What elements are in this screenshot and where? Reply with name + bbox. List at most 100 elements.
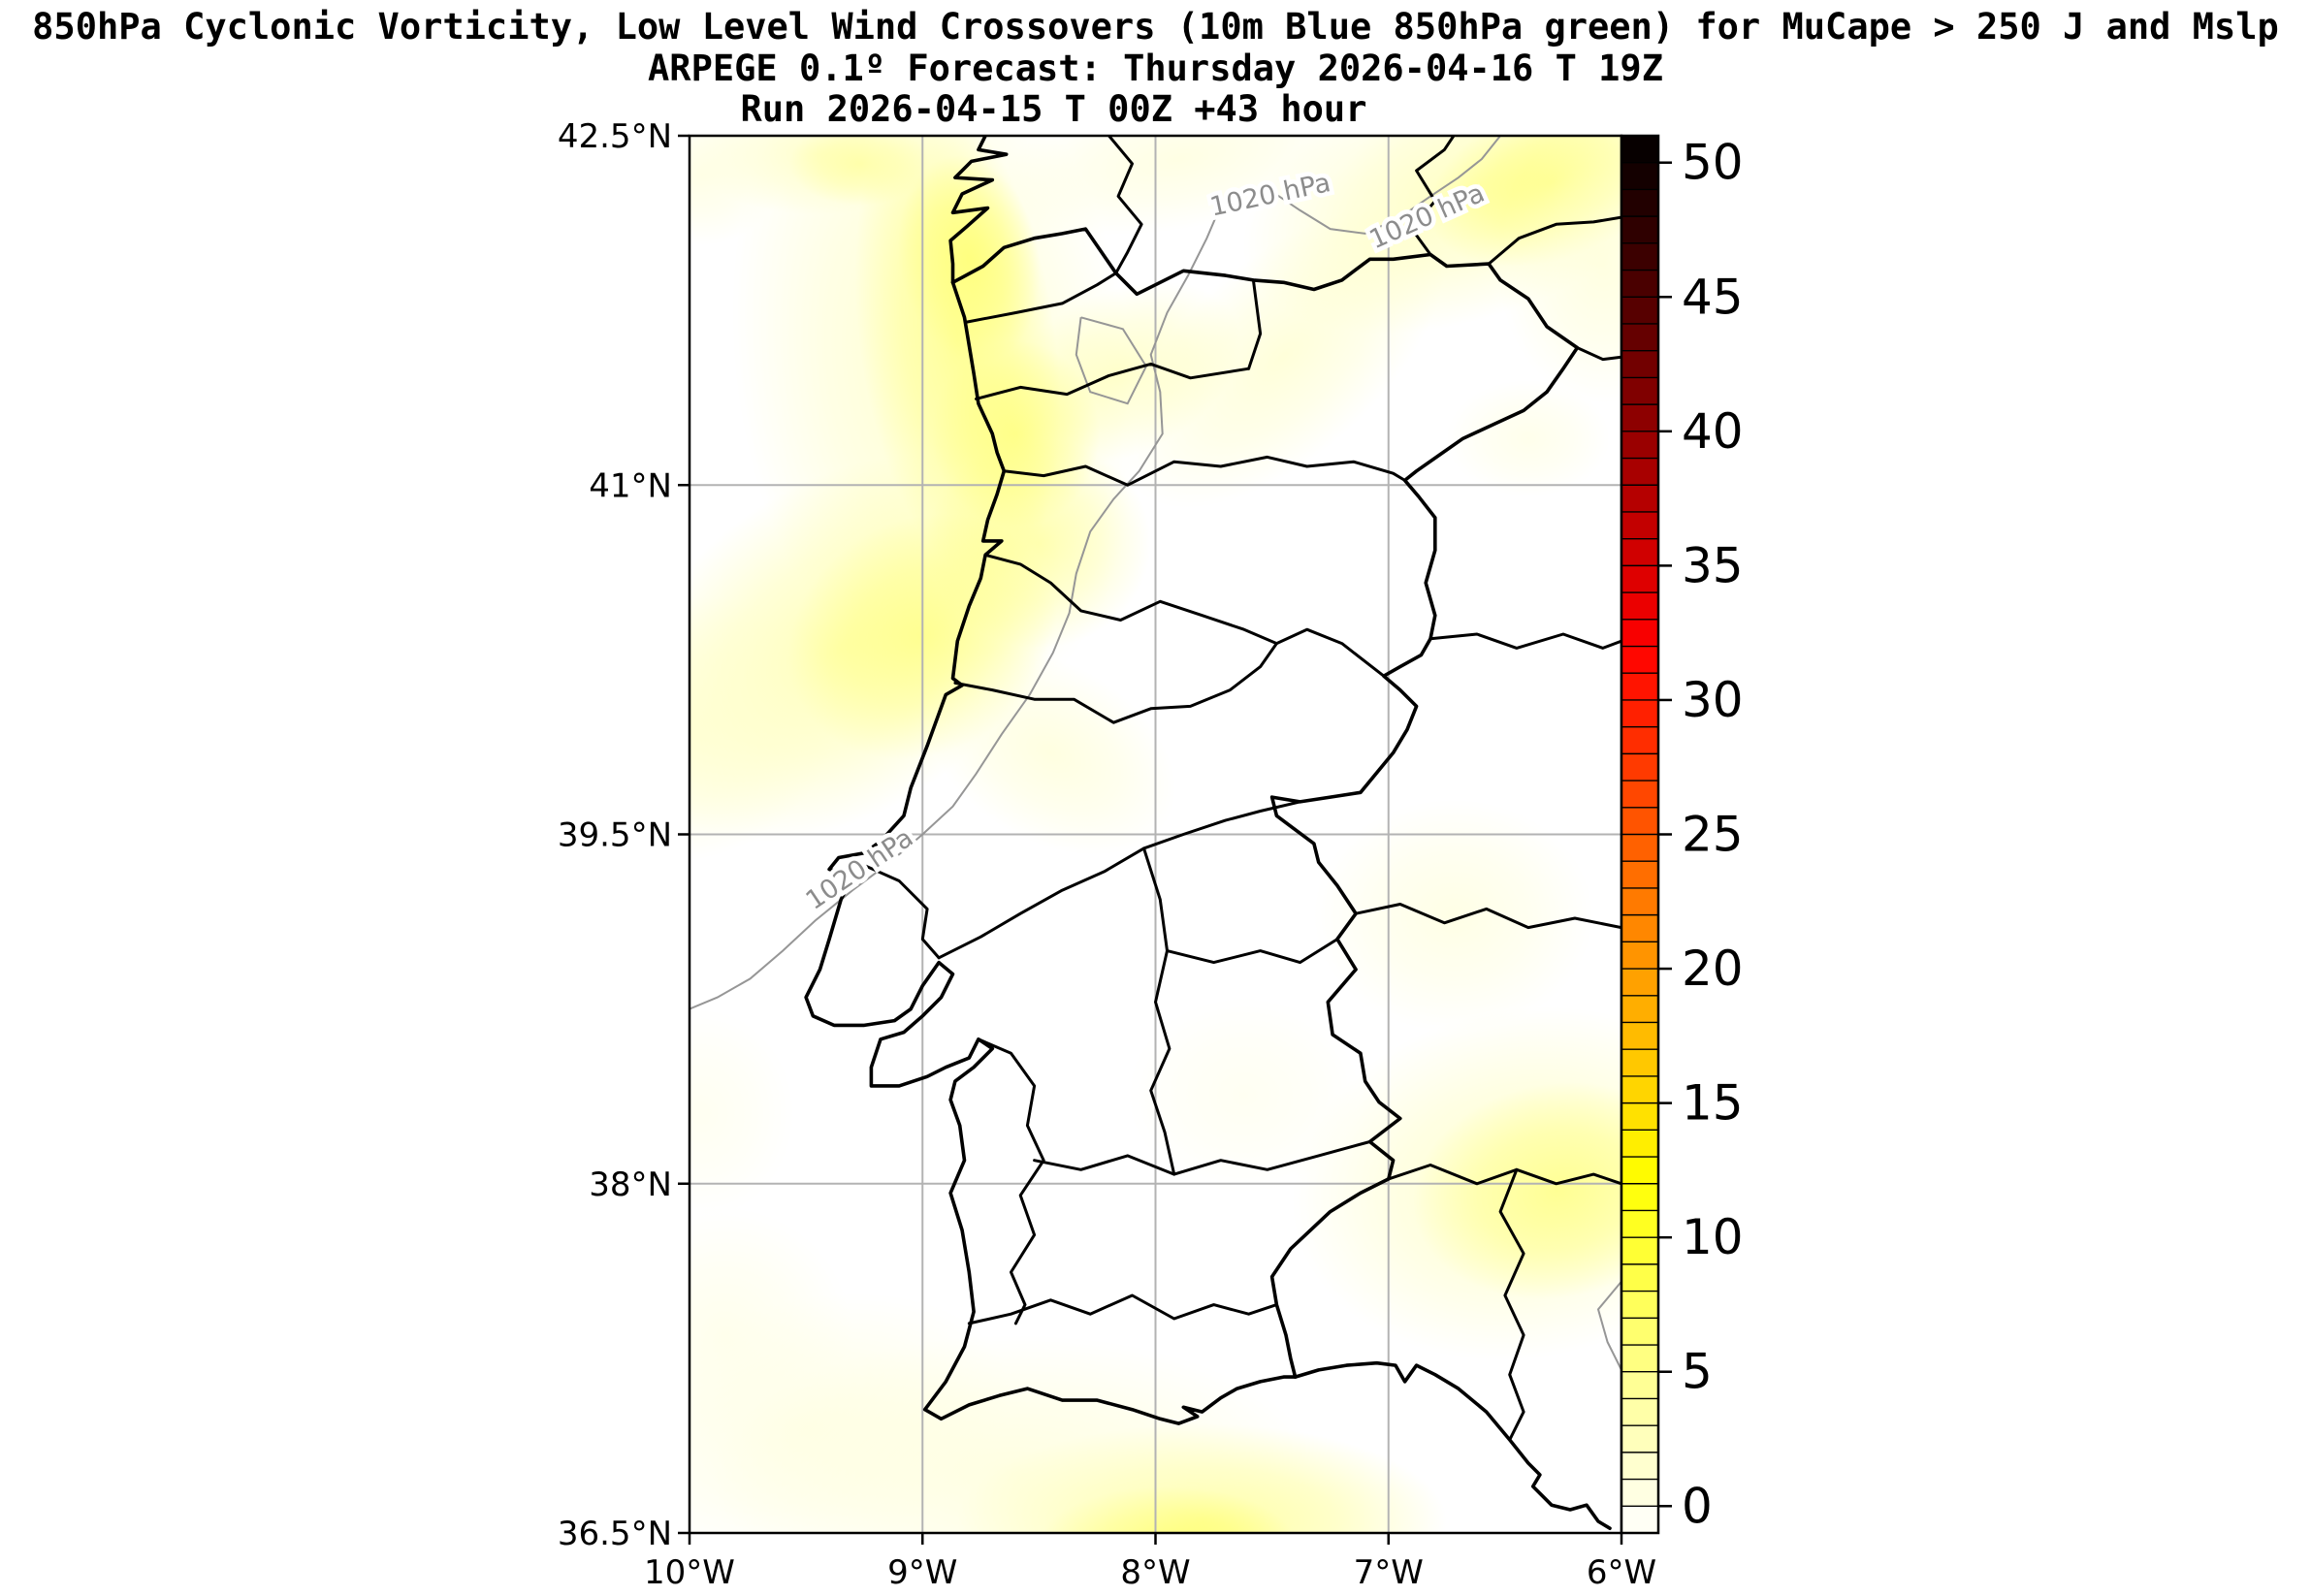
colorbar-cell	[1621, 377, 1658, 405]
vorticity-blob	[1313, 799, 1594, 1033]
chart-title-line-1: 850hPa Cyclonic Vorticity, Low Level Win…	[32, 6, 2279, 48]
x-tick-label: 9°W	[887, 1553, 957, 1592]
chart-title-line-3: Run 2026-04-15 T 00Z +43 hour	[740, 88, 1367, 130]
colorbar-cell	[1621, 1157, 1658, 1185]
border-district-braga-porto	[975, 362, 1251, 400]
colorbar-cell	[1621, 1479, 1658, 1507]
colorbar-cell	[1621, 1263, 1658, 1293]
vorticity-blob	[1122, 206, 1445, 509]
colorbar-cell	[1621, 511, 1658, 540]
mslp-contour-line	[1596, 1280, 1621, 1371]
colorbar-cell	[1621, 781, 1658, 809]
border-district-tejo	[937, 800, 1301, 960]
x-tick-label: 8°W	[1120, 1553, 1190, 1592]
mslp-contour-label: 1020 hPa	[801, 823, 919, 916]
border-district-portalegre-evora	[1166, 938, 1339, 965]
colorbar-tick-label: 0	[1682, 1478, 1713, 1534]
colorbar-cell	[1621, 619, 1658, 648]
colorbar-cell	[1621, 673, 1658, 701]
colorbar-cell	[1621, 485, 1658, 513]
colorbar-cell	[1621, 270, 1658, 298]
colorbar-cell	[1621, 699, 1658, 728]
colorbar-cell	[1621, 404, 1658, 432]
border-galicia-coast	[948, 136, 1009, 285]
colorbar-cell	[1621, 323, 1658, 352]
vorticity-blob	[925, 651, 1176, 855]
colorbar-tick-label: 50	[1682, 135, 1744, 191]
vorticity-blob	[1446, 380, 1610, 497]
colorbar-cell	[1621, 1210, 1658, 1238]
colorbar-cell	[1621, 1425, 1658, 1453]
vorticity-blob	[1497, 136, 1621, 404]
colorbar-cell	[1621, 1049, 1658, 1077]
colorbar-tick-label: 40	[1682, 403, 1744, 460]
colorbar-cell	[1621, 1398, 1658, 1426]
colorbar-tick-label: 15	[1682, 1075, 1744, 1132]
colorbar-cell	[1621, 1452, 1658, 1481]
colorbar-cell	[1621, 431, 1658, 460]
colorbar-tick-label: 35	[1682, 537, 1744, 593]
colorbar-tick-label: 5	[1682, 1344, 1713, 1400]
y-tick-label: 39.5°N	[558, 816, 672, 855]
mslp-contour-line	[1075, 316, 1148, 405]
colorbar-cell	[1621, 1345, 1658, 1373]
colorbar-cell	[1621, 1130, 1658, 1158]
colorbar-cell	[1621, 538, 1658, 566]
border-es-salamanca-caceres	[1428, 632, 1621, 650]
colorbar-cell	[1621, 861, 1658, 889]
colorbar-cell	[1621, 162, 1658, 190]
colorbar-cell	[1621, 914, 1658, 942]
colorbar-cell	[1621, 189, 1658, 217]
colorbar-cell	[1621, 216, 1658, 244]
colorbar-cell	[1621, 1371, 1658, 1399]
y-tick-label: 42.5°N	[558, 117, 672, 156]
vorticity-field	[690, 136, 1621, 1533]
colorbar-cell	[1621, 1075, 1658, 1104]
colorbar-tick-label: 30	[1682, 672, 1744, 728]
colorbar-cell	[1621, 458, 1658, 486]
border-es-pontevedra-ourense	[1107, 136, 1143, 275]
border-es-duero	[1575, 346, 1621, 362]
vorticity-blob	[690, 136, 784, 245]
colorbar-cell	[1621, 592, 1658, 621]
colorbar-tick-label: 10	[1682, 1209, 1744, 1265]
colorbar-cell	[1621, 297, 1658, 325]
axes: 10°W 9°W 8°W 7°W 6°W 42.5°N 41°N 39.5°N 38°N 36.5…	[558, 117, 1656, 1592]
x-tick-label: 6°W	[1587, 1553, 1656, 1592]
colorbar-tick-label: 20	[1682, 941, 1744, 997]
border-district-aveiro-viseu	[983, 553, 1386, 678]
border-es-caceres-badajoz	[1354, 903, 1621, 930]
border-spain-south-coast	[1293, 1360, 1612, 1530]
border-es-huelva-sevilla	[1498, 1167, 1525, 1442]
colorbar-cell	[1621, 726, 1658, 754]
border-portugal-coast	[804, 280, 1298, 1425]
colorbar-tick-label: 45	[1682, 269, 1744, 325]
colorbar-cell	[1621, 1318, 1658, 1346]
colorbar-cell	[1621, 834, 1658, 862]
colorbar-cell	[1621, 1183, 1658, 1211]
border-district-vila-real-east	[1247, 278, 1263, 370]
colorbar-cell	[1621, 753, 1658, 782]
border-district-coimbra-cbranco	[953, 642, 1278, 724]
colorbar: 0 5 10 15 20 25 30 35 40 45 50	[1620, 135, 1744, 1534]
border-district-lisboa-santarem	[855, 860, 941, 960]
colorbar-cell	[1621, 646, 1658, 674]
colorbar-cell	[1621, 995, 1658, 1023]
colorbar-cell	[1621, 1102, 1658, 1131]
border-pt-es-border	[950, 227, 1580, 1379]
colorbar-cell	[1621, 807, 1658, 835]
border-district-setubal-evora	[977, 1037, 1045, 1325]
colorbar-cell	[1621, 887, 1658, 916]
vorticity-blob	[690, 1008, 795, 1219]
x-tick-label: 10°W	[644, 1553, 735, 1592]
border-district-algarve-north	[967, 1293, 1278, 1325]
border-district-santarem-portalegre	[1142, 846, 1176, 1176]
vorticity-blob	[690, 596, 838, 863]
border-district-evora-beja	[1033, 1140, 1371, 1176]
colorbar-cell	[1621, 1291, 1658, 1319]
chart-title-line-2: ARPEGE 0.1º Forecast: Thursday 2026-04-1…	[648, 48, 1663, 89]
vorticity-blob	[1127, 997, 1361, 1194]
vorticity-blob	[927, 438, 1151, 649]
